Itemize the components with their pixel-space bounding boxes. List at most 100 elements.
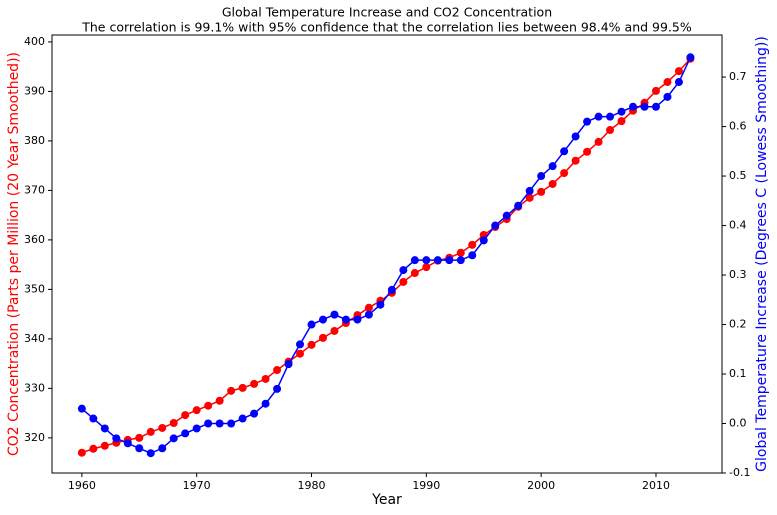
data-point — [674, 78, 683, 87]
y2-tick-label: 0.1 — [729, 367, 747, 380]
data-point — [399, 277, 408, 286]
data-point — [502, 211, 511, 220]
data-point — [410, 269, 419, 278]
data-point — [410, 256, 419, 265]
data-point — [192, 406, 201, 415]
data-point — [181, 429, 190, 438]
data-point — [135, 433, 144, 442]
data-point — [663, 78, 672, 87]
data-point — [238, 383, 247, 392]
data-point — [583, 117, 592, 126]
data-point — [227, 419, 236, 428]
x-tick-label: 2010 — [642, 479, 670, 492]
data-point — [525, 193, 534, 202]
y2-axis-label: Global Temperature Increase (Degrees C (… — [754, 36, 770, 472]
data-point — [364, 310, 373, 319]
data-point — [548, 179, 557, 188]
data-point — [640, 102, 649, 111]
y-tick-label: 390 — [24, 84, 45, 97]
x-axis-label: Year — [371, 492, 402, 508]
data-point — [273, 384, 282, 393]
data-point — [456, 248, 465, 257]
data-point — [250, 409, 259, 418]
data-point — [100, 441, 109, 450]
data-point — [307, 320, 316, 329]
data-point — [571, 132, 580, 141]
data-point — [594, 112, 603, 121]
data-point — [571, 156, 580, 165]
data-point — [135, 444, 144, 453]
data-point — [422, 256, 431, 265]
x-tick-label: 1970 — [183, 479, 211, 492]
data-point — [433, 256, 442, 265]
y-tick-label: 360 — [24, 233, 45, 246]
y2-tick-label: -0.1 — [729, 466, 750, 479]
data-point — [318, 333, 327, 342]
y2-tick-label: 0.3 — [729, 268, 747, 281]
data-point — [169, 434, 178, 443]
data-point — [296, 340, 305, 349]
x-tick-label: 1960 — [68, 479, 96, 492]
data-point — [674, 67, 683, 76]
y-tick-label: 380 — [24, 134, 45, 147]
data-point — [215, 396, 224, 405]
data-point — [548, 162, 557, 171]
data-point — [456, 256, 465, 265]
data-point — [468, 251, 477, 260]
data-point — [353, 315, 362, 324]
data-point — [617, 107, 626, 116]
data-point — [158, 444, 167, 453]
data-point — [606, 126, 615, 135]
y-tick-label: 350 — [24, 282, 45, 295]
data-point — [146, 427, 155, 436]
data-point — [629, 102, 638, 111]
y2-tick-label: 0.4 — [729, 219, 747, 232]
x-tick-label: 1990 — [412, 479, 440, 492]
data-point — [284, 360, 293, 369]
data-point — [399, 266, 408, 275]
y-tick-label: 320 — [24, 431, 45, 444]
chart-title: Global Temperature Increase and CO2 Conc… — [222, 5, 552, 20]
data-point — [537, 172, 546, 181]
data-point — [181, 411, 190, 420]
data-point — [215, 419, 224, 428]
data-point — [663, 92, 672, 101]
data-point — [376, 300, 385, 309]
x-tick-label: 2000 — [527, 479, 555, 492]
data-point — [238, 414, 247, 423]
data-point — [445, 256, 454, 265]
data-point — [422, 263, 431, 272]
y-tick-label: 400 — [24, 35, 45, 48]
data-point — [146, 449, 155, 458]
y2-tick-label: 0.0 — [729, 417, 747, 430]
data-point — [227, 386, 236, 395]
data-point — [261, 374, 270, 383]
y-tick-label: 340 — [24, 332, 45, 345]
data-point — [112, 434, 121, 443]
data-point — [341, 315, 350, 324]
data-point — [192, 424, 201, 433]
y-tick-label: 370 — [24, 183, 45, 196]
y2-tick-label: 0.5 — [729, 169, 747, 182]
data-point — [594, 137, 603, 146]
data-point — [158, 423, 167, 432]
data-point — [560, 147, 569, 156]
data-point — [606, 112, 615, 121]
data-point — [491, 221, 500, 230]
data-point — [651, 102, 660, 111]
data-point — [468, 240, 477, 249]
data-point — [479, 236, 488, 245]
plot-frame — [51, 34, 723, 474]
data-point — [89, 414, 98, 423]
y2-tick-label: 0.6 — [729, 120, 747, 133]
data-point — [686, 53, 695, 62]
data-point — [537, 187, 546, 196]
chart-subtitle: The correlation is 99.1% with 95% confid… — [81, 20, 692, 35]
data-point — [250, 379, 259, 388]
data-point — [296, 349, 305, 358]
data-point — [100, 424, 109, 433]
data-point — [387, 285, 396, 294]
y2-tick-label: 0.2 — [729, 318, 747, 331]
